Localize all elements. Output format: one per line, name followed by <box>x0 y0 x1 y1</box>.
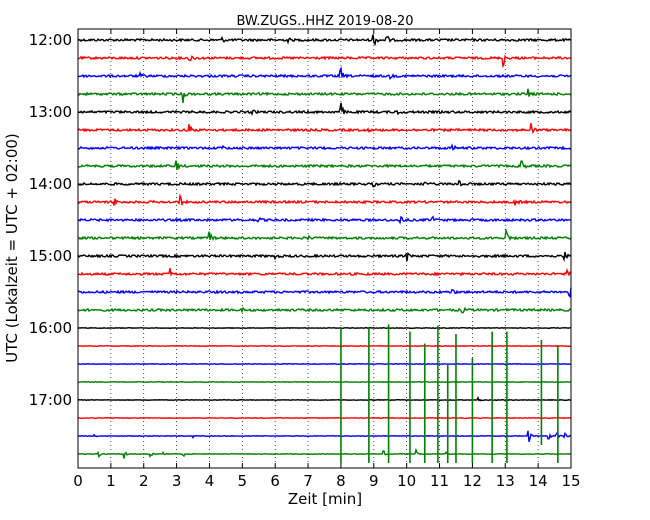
seismic-trace <box>77 416 572 420</box>
seismic-trace <box>77 380 572 384</box>
seismic-trace <box>77 251 572 263</box>
seismic-trace <box>77 447 572 459</box>
y-tick-label: 15:00 <box>29 247 72 265</box>
x-tick-label: 6 <box>270 472 280 490</box>
x-tick-label: 4 <box>205 472 215 490</box>
y-axis-label: UTC (Lokalzeit = UTC + 02:00) <box>3 133 21 363</box>
x-axis-label: Zeit [min] <box>288 490 362 508</box>
x-tick-label: 14 <box>529 472 548 490</box>
seismic-trace <box>77 88 572 103</box>
x-tick-label: 11 <box>430 472 449 490</box>
plot-frame <box>77 28 572 469</box>
spike-lines <box>340 324 559 463</box>
x-tick-label: 8 <box>336 472 346 490</box>
seismic-trace <box>77 306 572 314</box>
seismic-trace <box>77 395 572 402</box>
x-tick-label: 13 <box>496 472 515 490</box>
x-tick-label: 10 <box>397 472 416 490</box>
x-tick-label: 5 <box>238 472 248 490</box>
seismic-trace <box>77 215 572 225</box>
y-tick-label: 16:00 <box>29 319 72 337</box>
y-tick-label: 17:00 <box>29 391 72 409</box>
axis-ticks <box>77 29 572 468</box>
x-tick-labels: 0 1 2 3 4 5 6 7 8 9 10 11 12 13 14 15 <box>73 472 580 490</box>
seismic-trace <box>77 54 572 69</box>
y-tick-label: 12:00 <box>29 31 72 49</box>
seismic-trace <box>77 179 572 188</box>
seismic-trace <box>77 102 572 116</box>
seismic-trace <box>77 326 572 330</box>
seismic-trace <box>77 123 572 135</box>
x-tick-label: 12 <box>463 472 482 490</box>
seismic-trace <box>77 193 572 206</box>
seismic-trace <box>77 160 572 171</box>
y-tick-label: 13:00 <box>29 103 72 121</box>
y-tick-label: 14:00 <box>29 175 72 193</box>
seismic-trace <box>77 430 572 442</box>
chart-title: BW.ZUGS..HHZ 2019-08-20 <box>236 14 413 29</box>
seismic-trace <box>77 362 572 366</box>
x-tick-label: 3 <box>172 472 182 490</box>
seismic-trace <box>77 344 572 348</box>
x-tick-label: 2 <box>139 472 149 490</box>
trace-lines <box>77 34 572 459</box>
x-tick-label: 9 <box>369 472 379 490</box>
x-tick-label: 15 <box>561 472 580 490</box>
seismic-trace <box>77 267 572 277</box>
x-tick-label: 7 <box>303 472 313 490</box>
x-tick-label: 1 <box>106 472 116 490</box>
y-tick-labels: 12:00 13:00 14:00 15:00 16:00 17:00 <box>29 31 72 409</box>
seismic-trace <box>77 143 572 151</box>
seismic-trace <box>77 287 572 298</box>
x-tick-label: 0 <box>73 472 83 490</box>
seismic-trace <box>77 34 572 47</box>
seismic-trace <box>77 227 572 242</box>
seismic-trace <box>77 66 572 81</box>
